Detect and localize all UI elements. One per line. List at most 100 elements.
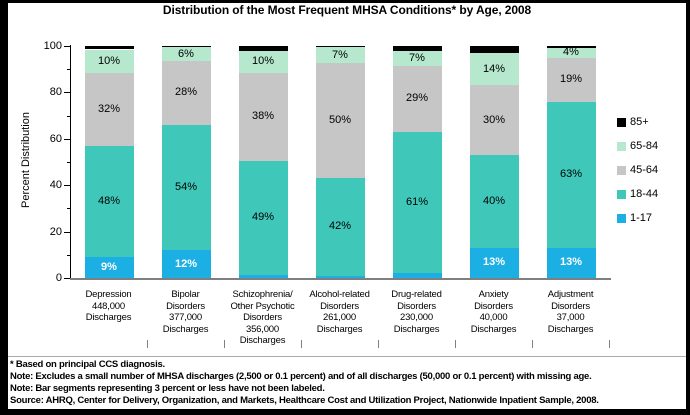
legend-item-65-84: 65-84 xyxy=(617,140,658,152)
bar-5-label-18-44: 61% xyxy=(405,196,429,209)
x-category-label-line: 448,000 xyxy=(92,300,125,312)
y-minor-tick-30 xyxy=(67,208,70,210)
x-category-label-line: Adjustment xyxy=(547,289,594,300)
bar-1-segment-85+ xyxy=(84,46,134,50)
y-tick-label-100: 100 xyxy=(43,40,62,52)
x-category-label-line: Disorders xyxy=(243,312,282,323)
x-category-label-line: Other Psychotic xyxy=(230,300,295,312)
footnote-unlabeled-segments: Note: Bar segments representing 3 percen… xyxy=(10,383,325,394)
bar-5-segment-45-64: 29% xyxy=(392,65,442,132)
bar-7-segment-85+ xyxy=(546,46,596,49)
bar-6-segment-85+ xyxy=(469,46,519,53)
bar-4-segment-65-84: 7% xyxy=(315,47,365,64)
bar-6-segment-45-64: 30% xyxy=(469,85,519,156)
bar-4-label-18-44: 42% xyxy=(328,220,352,233)
bar-3-segment-45-64: 38% xyxy=(238,72,288,161)
bar-5-label-45-64: 29% xyxy=(405,92,429,105)
bar-1-label-1-17: 9% xyxy=(101,261,117,274)
x-category-label-line: Disorders xyxy=(551,300,590,312)
category-boundary-tick-7 xyxy=(609,340,610,348)
y-tick-label-20: 20 xyxy=(49,225,62,238)
bar-1-label-65-84: 10% xyxy=(97,54,121,67)
legend-swatch-1-17 xyxy=(617,213,626,223)
category-boundary-tick-5 xyxy=(455,340,456,348)
x-category-label-line: 37,000 xyxy=(556,312,585,323)
x-category-label-line: 230,000 xyxy=(400,312,433,323)
footnote-exclusions: Note: Excludes a small number of MHSA di… xyxy=(10,371,592,382)
bar-2-segment-65-84: 6% xyxy=(161,47,211,62)
bar-4-label-65-84: 7% xyxy=(332,48,348,61)
bar-6-label-18-44: 40% xyxy=(482,194,506,207)
y-minor-tick-50 xyxy=(67,162,70,163)
bar-4-segment-1-17 xyxy=(315,275,365,278)
y-axis-line xyxy=(70,45,71,279)
bar-5-segment-1-17 xyxy=(392,273,442,278)
legend-label-85+: 85+ xyxy=(630,116,649,128)
legend-item-18-44: 18-44 xyxy=(617,188,658,200)
legend-swatch-45-64 xyxy=(617,165,626,175)
category-boundary-tick-3 xyxy=(301,340,302,348)
legend-item-85+: 85+ xyxy=(617,116,649,128)
x-category-label-line: 40,000 xyxy=(479,312,508,323)
x-category-label-line: Discharges xyxy=(162,323,209,335)
bar-1-label-18-44: 48% xyxy=(97,194,121,207)
y-tick-mark-80 xyxy=(64,92,70,94)
x-category-label-line: Discharges xyxy=(316,323,363,335)
bar-2-label-18-44: 54% xyxy=(174,181,198,194)
bar-2-segment-85+ xyxy=(161,46,211,48)
x-category-label-line: Discharges xyxy=(239,335,286,346)
footnote-ccs: * Based on principal CCS diagnosis. xyxy=(10,359,165,370)
bar-1-segment-18-44: 48% xyxy=(84,145,134,258)
bar-1-segment-1-17: 9% xyxy=(84,257,134,278)
category-boundary-tick-1 xyxy=(147,340,148,348)
x-category-label-line: 377,000 xyxy=(169,312,202,323)
y-tick-mark-60 xyxy=(64,138,70,140)
legend-swatch-18-44 xyxy=(617,189,626,199)
x-category-label-line: Bipolar xyxy=(171,289,200,300)
legend-label-1-17: 1-17 xyxy=(630,212,653,224)
bar-7-segment-65-84: 4% xyxy=(546,47,596,58)
bar-1-label-45-64: 32% xyxy=(97,102,121,115)
x-category-label-line: Discharges xyxy=(547,323,594,335)
category-boundary-tick-2 xyxy=(224,340,225,348)
category-boundary-tick-6 xyxy=(532,340,533,348)
legend-label-65-84: 65-84 xyxy=(630,140,659,152)
bar-2-segment-1-17: 12% xyxy=(161,250,211,278)
bar-2-label-45-64: 28% xyxy=(174,86,198,99)
bar-6-label-65-84: 14% xyxy=(482,62,506,75)
bar-3-segment-65-84: 10% xyxy=(238,50,288,73)
y-tick-label-60: 60 xyxy=(49,132,62,145)
bar-2-label-1-17: 12% xyxy=(174,257,198,270)
legend-item-45-64: 45-64 xyxy=(617,164,658,176)
bar-3-segment-85+ xyxy=(238,46,288,51)
x-category-label-1: Depression 448,000 Discharges xyxy=(63,289,155,324)
bar-3-label-45-64: 38% xyxy=(251,110,275,123)
legend-label-18-44: 18-44 xyxy=(630,188,659,200)
x-category-label-line: Disorders xyxy=(166,300,205,312)
bar-1-segment-45-64: 32% xyxy=(84,72,134,146)
x-category-label-7: Adjustment Disorders 37,000 Discharges xyxy=(525,289,617,335)
x-category-label-line: Disorders xyxy=(397,300,436,312)
bar-1-segment-65-84: 10% xyxy=(84,49,134,73)
x-category-label-line: Schizophrenia/ xyxy=(232,289,293,300)
bar-6-label-45-64: 30% xyxy=(482,113,506,126)
x-category-label-4: Alcohol-related Disorders 261,000 Discharge… xyxy=(294,289,386,335)
legend-swatch-85+ xyxy=(617,117,626,127)
bar-7-segment-18-44: 63% xyxy=(546,101,596,248)
bar-2-segment-45-64: 28% xyxy=(161,61,211,125)
y-tick-mark-0 xyxy=(64,278,70,279)
bar-6-segment-1-17: 13% xyxy=(469,247,519,278)
legend-item-1-17: 1-17 xyxy=(617,212,652,224)
bar-2-segment-18-44: 54% xyxy=(161,124,211,251)
x-category-label-line: Discharges xyxy=(393,323,440,335)
x-category-label-line: 356,000 xyxy=(246,323,279,335)
y-tick-mark-100 xyxy=(64,46,70,47)
bar-6-segment-18-44: 40% xyxy=(469,155,519,248)
x-category-label-3: Schizophrenia/Other Psychotic Disorders 35… xyxy=(217,289,309,347)
y-tick-label-40: 40 xyxy=(49,179,62,192)
bar-5-segment-65-84: 7% xyxy=(392,50,442,66)
legend-swatch-65-84 xyxy=(617,141,626,151)
x-category-label-line: Disorders xyxy=(320,300,359,312)
x-category-label-line: Discharges xyxy=(85,312,132,323)
bar-7-label-1-17: 13% xyxy=(559,256,583,269)
